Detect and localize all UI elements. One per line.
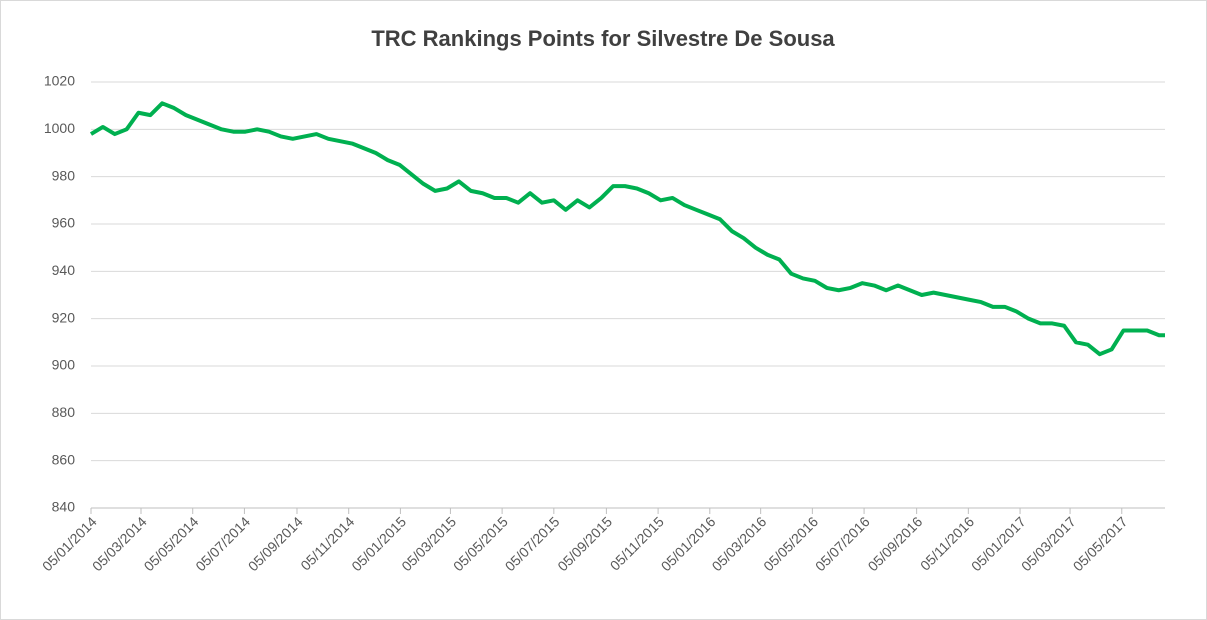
data-line (89, 101, 1165, 357)
y-tick-label: 900 (52, 357, 76, 373)
y-tick-label: 860 (52, 451, 76, 467)
y-tick-label: 940 (52, 262, 76, 278)
y-tick-label: 1000 (44, 120, 75, 136)
y-tick-label: 880 (52, 404, 76, 420)
chart-title: TRC Rankings Points for Silvestre De Sou… (371, 26, 835, 51)
y-tick-label: 1020 (44, 73, 75, 89)
y-tick-label: 840 (52, 499, 76, 515)
y-tick-label: 980 (52, 167, 76, 183)
y-tick-label: 920 (52, 309, 76, 325)
y-tick-label: 960 (52, 215, 76, 231)
